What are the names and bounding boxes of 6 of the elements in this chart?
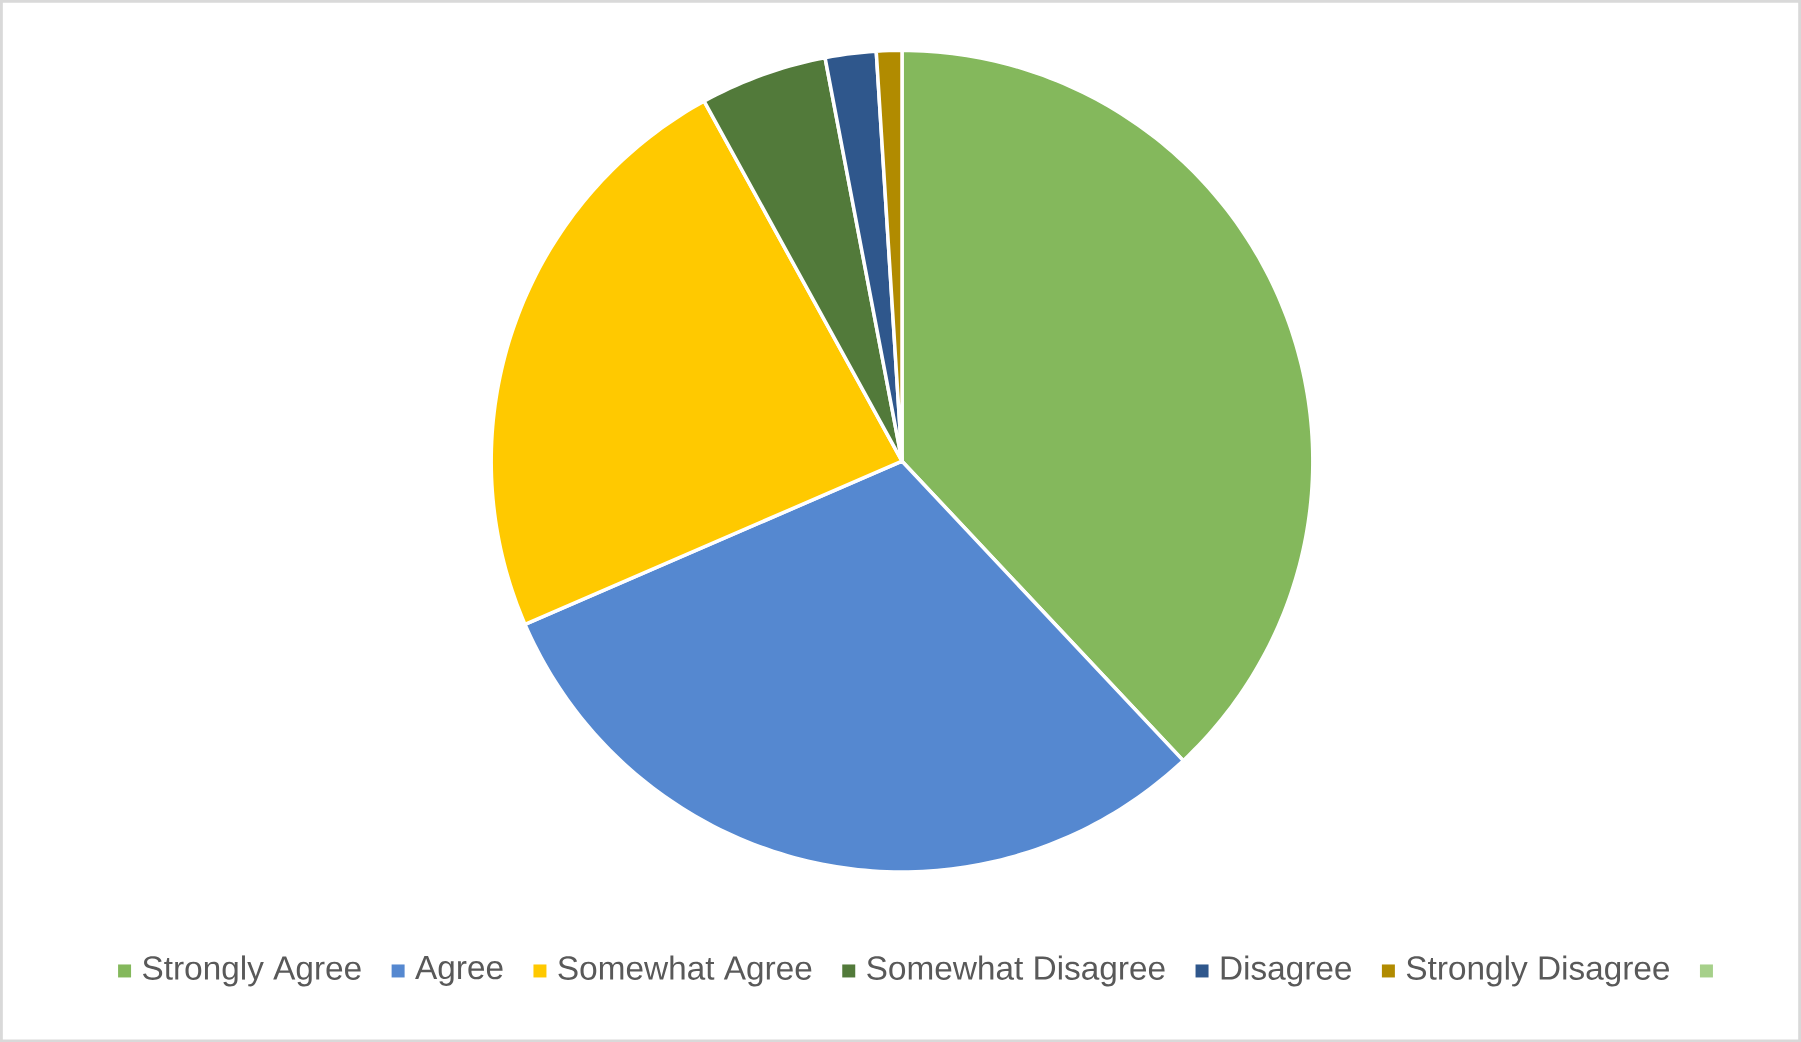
legend-label: Strongly Disagree [1406,955,1669,987]
legend-label: Somewhat Disagree [867,955,1165,987]
legend-label: Strongly Agree [143,955,361,987]
legend-label: Agree [415,955,503,986]
legend-label: Disagree [1221,955,1351,987]
legend-label: Somewhat Agree [558,955,812,987]
